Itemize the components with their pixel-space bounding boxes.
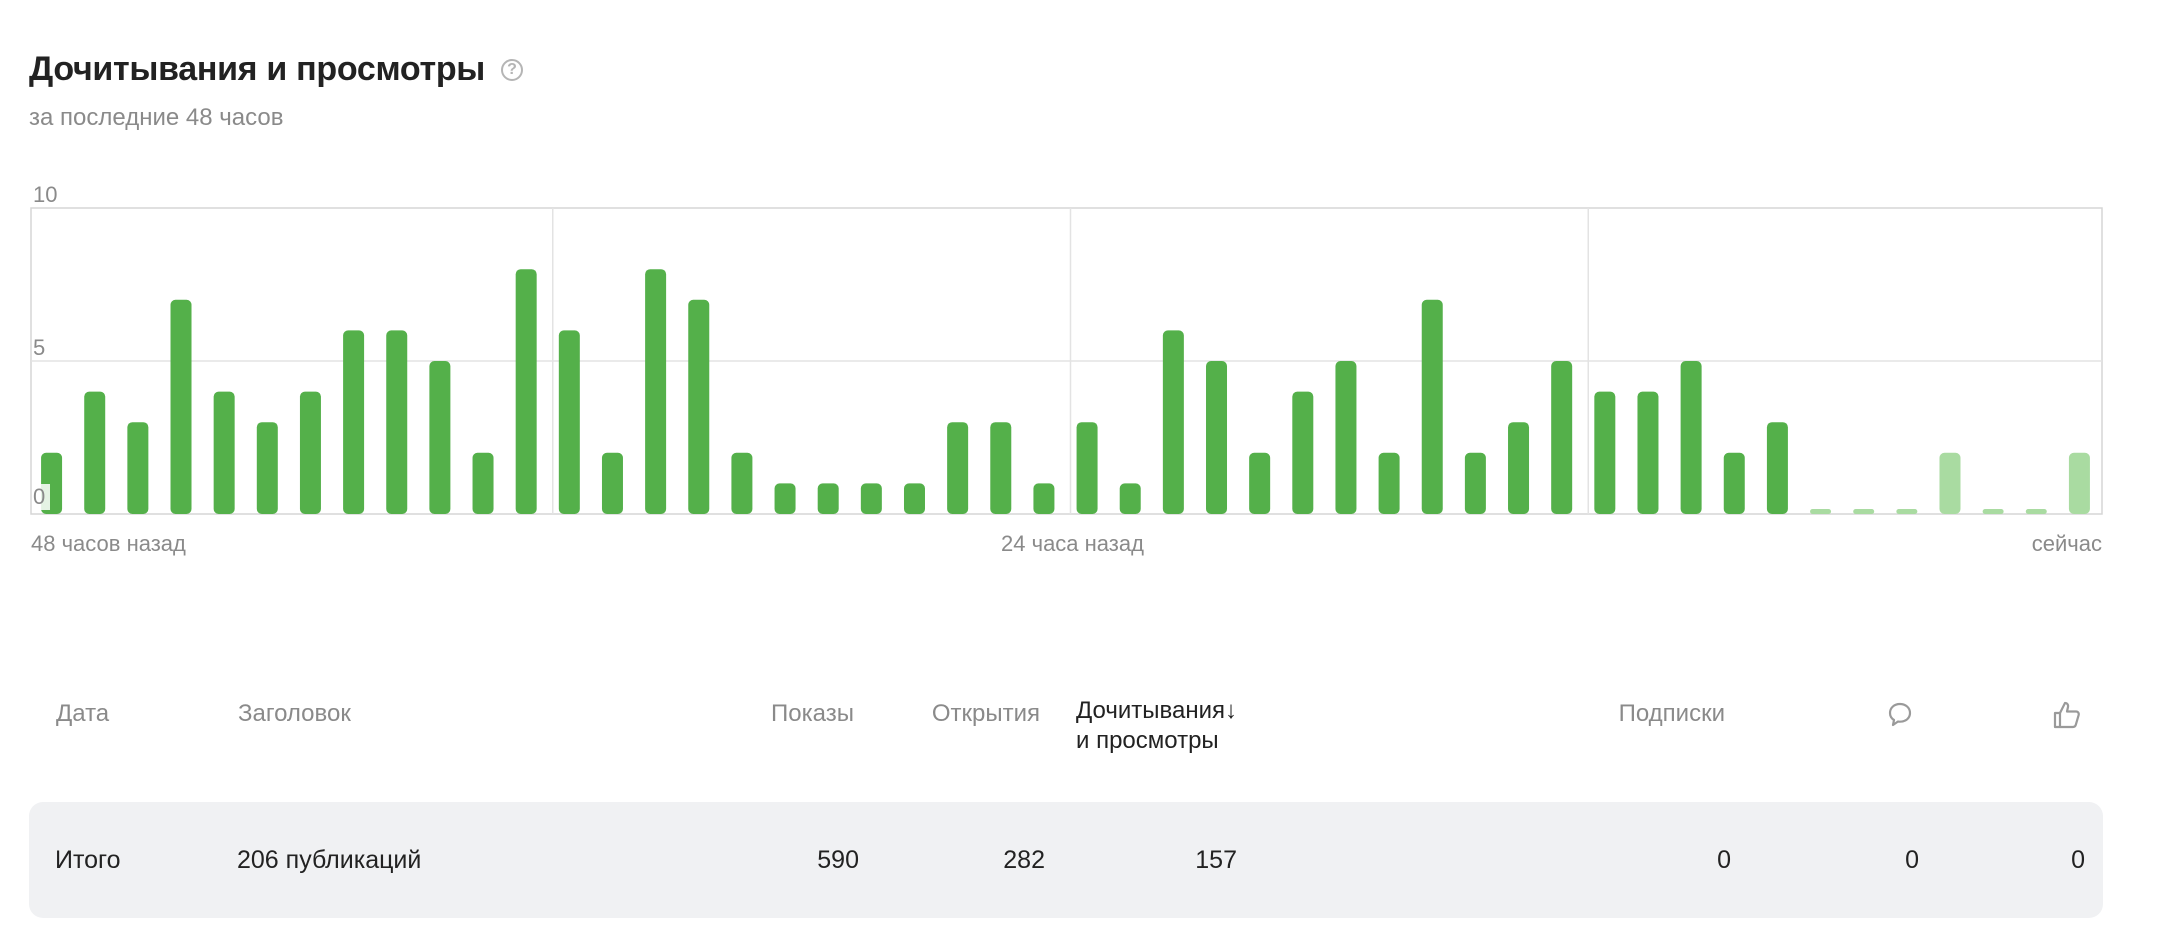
comment-icon[interactable] [1886,700,1914,728]
total-reads: 157 [1195,846,1237,874]
y-tick-label: 5 [33,335,45,360]
column-impressions[interactable]: Показы [771,700,854,727]
chart-bar [1551,361,1573,514]
chart-bar [1508,422,1530,514]
bar-chart: 10 5 0 48 часов назад 24 часа назад сейчас [30,182,2103,556]
chart-bar [127,422,149,514]
chart-bar [1680,361,1702,514]
total-impressions: 590 [817,846,859,874]
chart-bar [1896,509,1918,514]
chart-bar [558,330,580,514]
column-reads[interactable]: Дочитывания↓ и просмотры [1076,696,1237,756]
column-opens[interactable]: Открытия [931,700,1040,727]
x-tick-label: сейчас [2032,531,2102,556]
chart-bar [2025,509,2047,514]
chart-bar [947,422,969,514]
total-publications: 206 публикаций [237,846,422,874]
chart-bar [386,330,408,514]
chart-bar [774,483,796,514]
chart-bar [1335,361,1357,514]
chart-bar [903,483,925,514]
chart-bar [1853,509,1875,514]
total-subscriptions: 0 [1717,846,1731,874]
x-tick-label: 24 часа назад [1001,531,1144,556]
chart-bar [990,422,1012,514]
sort-arrow-icon: ↓ [1224,697,1237,724]
chart-bar [515,269,537,514]
chart-bar [645,269,667,514]
chart-bar [1162,330,1184,514]
chart-bar [84,391,106,514]
chart-bar [1206,361,1228,514]
chart-bar [817,483,839,514]
y-tick-label: 0 [33,484,45,509]
chart-bar [860,483,882,514]
chart-bar [213,391,235,514]
chart-bar [299,391,321,514]
chart-bar [472,452,494,514]
page-subtitle: за последние 48 часов [29,104,284,131]
column-subscriptions[interactable]: Подписки [1618,700,1725,727]
chart-bar [1766,422,1788,514]
column-reads-line2: и просмотры [1076,727,1219,754]
column-reads-line1: Дочитывания [1076,697,1225,724]
chart-bar [429,361,451,514]
thumbs-up-icon[interactable] [2052,700,2082,730]
chart-bar [1249,452,1271,514]
chart-bar [343,330,365,514]
chart-bar [1464,452,1486,514]
x-tick-label: 48 часов назад [31,531,186,556]
total-label: Итого [55,846,121,874]
column-title[interactable]: Заголовок [238,700,351,727]
chart-bar [1076,422,1098,514]
chart-bar [1292,391,1314,514]
table-total-row: Итого 206 публикаций 590 282 157 0 0 0 [29,802,2103,918]
chart-bar [2068,452,2090,514]
total-opens: 282 [1003,846,1045,874]
column-date[interactable]: Дата [56,700,110,727]
chart-bar [1982,509,2004,514]
chart-bar [1637,391,1659,514]
header: Дочитывания и просмотры ? [29,50,524,89]
chart-bar [1119,483,1141,514]
page-title: Дочитывания и просмотры [29,50,486,88]
total-likes: 0 [2071,846,2085,874]
chart-bar [1594,391,1616,514]
table-header: Дата Заголовок Показы Открытия Дочитыван… [0,697,2174,780]
question-circle-icon[interactable]: ? [501,58,524,81]
chart-bar [731,452,753,514]
chart-bar [1033,483,1055,514]
chart-bar [1421,299,1443,514]
chart-bar [1939,452,1961,514]
chart-bar [256,422,278,514]
chart-bar [1810,509,1832,514]
chart-bar [1723,452,1745,514]
chart-bar [1378,452,1400,514]
y-tick-label-bg [32,484,50,510]
total-comments: 0 [1905,846,1919,874]
chart-bar [688,299,710,514]
y-tick-label: 10 [33,182,57,207]
chart-bar [601,452,623,514]
chart-bar [170,299,192,514]
